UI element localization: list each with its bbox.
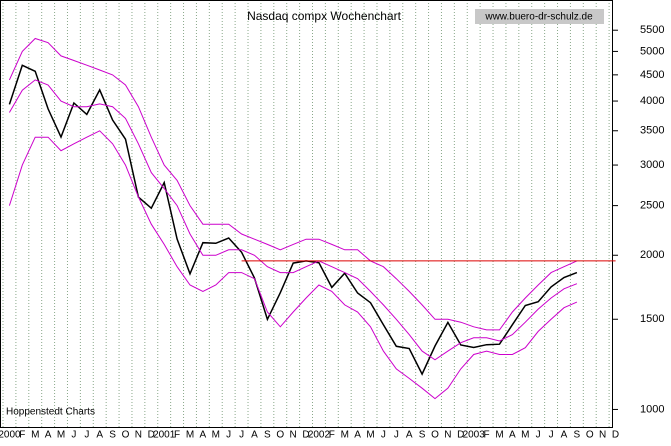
y-tick-label: 1000: [640, 403, 664, 415]
x-tick-label: A: [96, 430, 103, 441]
y-tick-label: 5500: [640, 24, 664, 36]
x-tick-label: M: [521, 430, 529, 441]
x-tick-label: S: [574, 430, 581, 441]
x-tick-label: O: [122, 430, 130, 441]
x-tick-label: A: [354, 430, 361, 441]
x-tick-label: N: [290, 430, 297, 441]
x-tick-label: J: [239, 430, 244, 441]
x-tick-label: A: [251, 430, 258, 441]
x-tick-label: D: [612, 430, 619, 441]
x-tick-label: S: [419, 430, 426, 441]
x-tick-label: J: [394, 430, 399, 441]
x-tick-label: J: [84, 430, 89, 441]
x-tick-label: S: [109, 430, 116, 441]
x-tick-label: A: [406, 430, 413, 441]
x-tick-label: A: [509, 430, 516, 441]
x-tick-label: O: [276, 430, 284, 441]
series-line: [8, 37, 578, 331]
x-tick-label: D: [457, 430, 464, 441]
y-tick-label: 4500: [640, 69, 664, 81]
x-tick-label: F: [19, 430, 25, 441]
y-tick-label: 2500: [640, 200, 664, 212]
x-tick-label: A: [561, 430, 568, 441]
x-tick-label: M: [31, 430, 39, 441]
series-line: [8, 79, 578, 361]
y-tick-label: 4000: [640, 95, 664, 107]
x-tick-label: M: [57, 430, 65, 441]
y-tick-label: 1500: [640, 313, 664, 325]
x-tick-label: J: [549, 430, 554, 441]
x-tick-label: J: [226, 430, 231, 441]
x-tick-label: J: [536, 430, 541, 441]
x-tick-label: M: [366, 430, 374, 441]
x-tick-label: F: [329, 430, 335, 441]
x-tick-label: S: [264, 430, 271, 441]
x-tick-label: J: [381, 430, 386, 441]
watermark-box: [475, 9, 604, 24]
x-tick-label: 2001: [153, 430, 176, 441]
x-tick-label: M: [186, 430, 194, 441]
x-tick-label: N: [135, 430, 142, 441]
x-tick-label: D: [148, 430, 155, 441]
x-tick-label: M: [495, 430, 503, 441]
x-tick-label: M: [212, 430, 220, 441]
y-tick-label: 3500: [640, 125, 664, 137]
x-tick-label: 2003: [463, 430, 486, 441]
chart-title: Nasdaq compx Wochenchart: [247, 9, 402, 23]
x-tick-label: D: [302, 430, 309, 441]
watermark: www.buero-dr-schulz.de: [484, 12, 593, 23]
y-tick-label: 5000: [640, 45, 664, 57]
x-tick-label: F: [484, 430, 490, 441]
plot-frame: [0, 0, 613, 428]
y-tick-label: 3000: [640, 159, 664, 171]
source-note: Hoppenstedt Charts: [6, 407, 95, 418]
y-tick-label: 2000: [640, 249, 664, 261]
series-line: [8, 64, 578, 376]
series-line: [8, 130, 578, 400]
x-tick-label: O: [431, 430, 439, 441]
x-tick-label: O: [586, 430, 594, 441]
x-tick-label: A: [45, 430, 52, 441]
x-tick-label: N: [599, 430, 606, 441]
x-tick-label: 2000: [0, 430, 21, 441]
x-tick-label: N: [444, 430, 451, 441]
x-tick-label: A: [200, 430, 207, 441]
x-tick-label: F: [174, 430, 180, 441]
x-tick-label: M: [341, 430, 349, 441]
x-tick-label: J: [71, 430, 76, 441]
x-tick-label: 2002: [308, 430, 331, 441]
